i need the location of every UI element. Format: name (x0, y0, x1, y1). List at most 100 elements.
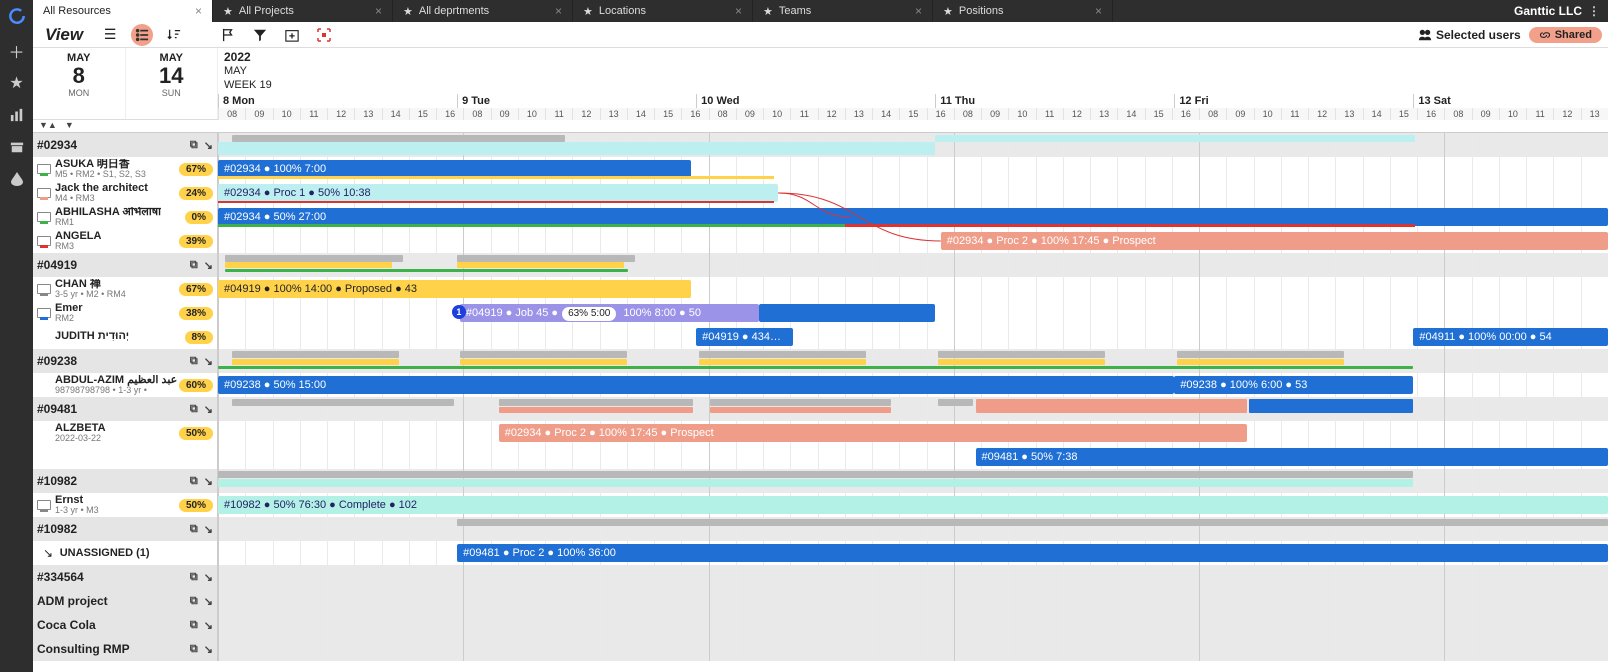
expand-icon[interactable]: ↘ (204, 139, 213, 152)
timeline-cell[interactable]: #10982 ● 50% 76:30 ● Complete ● 102 (218, 493, 1608, 517)
open-icon[interactable]: ⧉ (190, 403, 198, 416)
tab[interactable]: ★Positions× (933, 0, 1113, 22)
chart-icon[interactable] (8, 106, 26, 124)
task-bar[interactable]: #10982 ● 50% 76:30 ● Complete ● 102 (218, 496, 1608, 514)
shared-badge[interactable]: Shared (1529, 27, 1602, 43)
timeline-cell[interactable]: #04919 ● 434… #04911 ● 100% 00:00 ● 54 (218, 325, 1608, 349)
resource-row[interactable]: ABHILASHA अभिलाषाRM10%#02934 ● 50% 27:00 (33, 205, 1608, 229)
expand-icon[interactable]: ↘ (204, 619, 213, 632)
menu-icon[interactable]: ☰ (99, 24, 121, 46)
group-row[interactable]: #334564⧉↘ (33, 565, 1608, 589)
day-header[interactable]: 8 Mon (218, 94, 457, 108)
expand-icon[interactable]: ↘ (204, 643, 213, 656)
timeline-cell[interactable] (218, 517, 1608, 541)
task-bar[interactable]: #09481 ● 50% 7:38 (976, 448, 1608, 466)
selected-users-button[interactable]: Selected users (1418, 28, 1521, 42)
task-bar[interactable]: #09238 ● 100% 6:00 ● 53 (1174, 376, 1413, 394)
timeline-cell[interactable]: #04919 ● Job 45 ●63% 5:00 100% 8:00 ● 50… (218, 301, 1608, 325)
tab[interactable]: ★All deprtments× (393, 0, 573, 22)
task-bar[interactable]: #02934 ● Proc 2 ● 100% 17:45 ● Prospect (499, 424, 1247, 442)
resource-row[interactable]: CHAN 禅3-5 yr • M2 • RM467%#04919 ● 100% … (33, 277, 1608, 301)
timeline-cell[interactable]: #02934 ● Proc 2 ● 100% 17:45 ● Prospect (218, 229, 1608, 253)
day-header[interactable]: 13 Sat (1413, 94, 1608, 108)
group-row[interactable]: Consulting RMP⧉↘ (33, 637, 1608, 661)
timeline-cell[interactable]: #02934 ● Proc 1 ● 50% 10:38 (218, 181, 1608, 205)
close-icon[interactable]: × (195, 4, 202, 18)
resource-row[interactable]: ASUKA 明日香M5 • RM2 • S1, S2, S367%#02934 … (33, 157, 1608, 181)
day-header[interactable]: 11 Thu (935, 94, 1174, 108)
kebab-icon[interactable]: ⋮ (1588, 4, 1600, 18)
resource-row[interactable]: Jack the architectM4 • RM324%#02934 ● Pr… (33, 181, 1608, 205)
group-row[interactable]: #09238⧉↘ (33, 349, 1608, 373)
close-icon[interactable]: × (915, 4, 922, 18)
task-bar[interactable] (759, 304, 936, 322)
open-icon[interactable]: ⧉ (190, 259, 198, 272)
timeline-cell[interactable] (218, 253, 1608, 277)
date-range-box[interactable]: MAY 8 MON MAY 14 SUN (33, 48, 218, 120)
task-bar[interactable]: #04919 ● Job 45 ●63% 5:00 100% 8:00 ● 50… (460, 304, 759, 322)
open-icon[interactable]: ⧉ (190, 571, 198, 584)
group-row[interactable]: #10982⧉↘ (33, 469, 1608, 493)
task-bar[interactable]: #02934 ● Proc 2 ● 100% 17:45 ● Prospect (941, 232, 1608, 250)
collapse-down-icon[interactable]: ▼▲ (39, 120, 57, 132)
filter-icon[interactable] (249, 24, 271, 46)
flag-icon[interactable] (217, 24, 239, 46)
open-icon[interactable]: ⧉ (190, 355, 198, 368)
timeline-cell[interactable] (218, 565, 1608, 589)
task-bar[interactable]: #02934 ● Proc 1 ● 50% 10:38 (218, 184, 778, 202)
open-icon[interactable]: ⧉ (190, 643, 198, 656)
expand-icon[interactable]: ↘ (204, 571, 213, 584)
collapse-up-icon[interactable]: ▼ (65, 120, 74, 132)
day-header[interactable]: 12 Fri (1174, 94, 1413, 108)
timeline-cell[interactable] (218, 613, 1608, 637)
expand-icon[interactable]: ↘ (204, 259, 213, 272)
task-bar[interactable]: #09238 ● 50% 15:00 (218, 376, 1174, 394)
resource-row[interactable]: Ernst1-3 yr • M350%#10982 ● 50% 76:30 ● … (33, 493, 1608, 517)
timeline-cell[interactable] (218, 637, 1608, 661)
open-icon[interactable]: ⧉ (190, 619, 198, 632)
close-icon[interactable]: × (1095, 4, 1102, 18)
open-icon[interactable]: ⧉ (190, 595, 198, 608)
tab[interactable]: ★All Projects× (213, 0, 393, 22)
hierarchy-icon[interactable] (131, 24, 153, 46)
timeline-cell[interactable] (218, 133, 1608, 157)
group-row[interactable]: #02934⧉↘ (33, 133, 1608, 157)
resource-row[interactable]: ↘ UNASSIGNED (1)#09481 ● Proc 2 ● 100% 3… (33, 541, 1608, 565)
tab[interactable]: All Resources× (33, 0, 213, 22)
resource-row[interactable]: ALŽBĚTA2022-03-2250%#02934 ● Proc 2 ● 10… (33, 421, 1608, 445)
timeline-cell[interactable] (218, 469, 1608, 493)
open-icon[interactable]: ⧉ (190, 139, 198, 152)
group-row[interactable]: #04919⧉↘ (33, 253, 1608, 277)
group-row[interactable]: #10982⧉↘ (33, 517, 1608, 541)
day-header[interactable]: 9 Tue (457, 94, 696, 108)
target-icon[interactable] (313, 24, 335, 46)
resource-row[interactable]: ABDUL-AZIM عبد العظيم98798798798 • 1-3 y… (33, 373, 1608, 397)
resource-row[interactable]: JUDITH יְהוּדִית8%#04919 ● 434…#04911 ● … (33, 325, 1608, 349)
task-bar[interactable]: #04919 ● 434… (696, 328, 793, 346)
task-bar[interactable]: #04911 ● 100% 00:00 ● 54 (1413, 328, 1608, 346)
expand-icon[interactable]: ↘ (204, 595, 213, 608)
archive-icon[interactable] (8, 138, 26, 156)
gantt-grid[interactable]: #02934⧉↘ASUKA 明日香M5 • RM2 • S1, S2, S367… (33, 133, 1608, 672)
expand-icon[interactable]: ↘ (204, 475, 213, 488)
timeline-cell[interactable]: #09481 ● 50% 7:38 (218, 445, 1608, 469)
open-icon[interactable]: ⧉ (190, 475, 198, 488)
star-icon[interactable]: ★ (8, 74, 26, 92)
drop-icon[interactable] (8, 170, 26, 188)
timeline-cell[interactable]: #02934 ● Proc 2 ● 100% 17:45 ● Prospect (218, 421, 1608, 445)
timeline-cell[interactable] (218, 349, 1608, 373)
calendar-add-icon[interactable] (281, 24, 303, 46)
timeline-cell[interactable]: #09238 ● 50% 15:00#09238 ● 100% 6:00 ● 5… (218, 373, 1608, 397)
task-bar[interactable]: #04919 ● 100% 14:00 ● Proposed ● 43 (218, 280, 691, 298)
sort-icon[interactable] (163, 24, 185, 46)
timeline-cell[interactable] (218, 397, 1608, 421)
close-icon[interactable]: × (375, 4, 382, 18)
timeline-cell[interactable]: #02934 ● 100% 7:00 (218, 157, 1608, 181)
expand-icon[interactable]: ↘ (204, 403, 213, 416)
close-icon[interactable]: × (555, 4, 562, 18)
group-row[interactable]: ADM project⧉↘ (33, 589, 1608, 613)
resource-row[interactable]: #09481 ● 50% 7:38 (33, 445, 1608, 469)
group-row[interactable]: #09481⧉↘ (33, 397, 1608, 421)
logo-icon[interactable] (5, 4, 29, 28)
expand-icon[interactable]: ↘ (204, 355, 213, 368)
